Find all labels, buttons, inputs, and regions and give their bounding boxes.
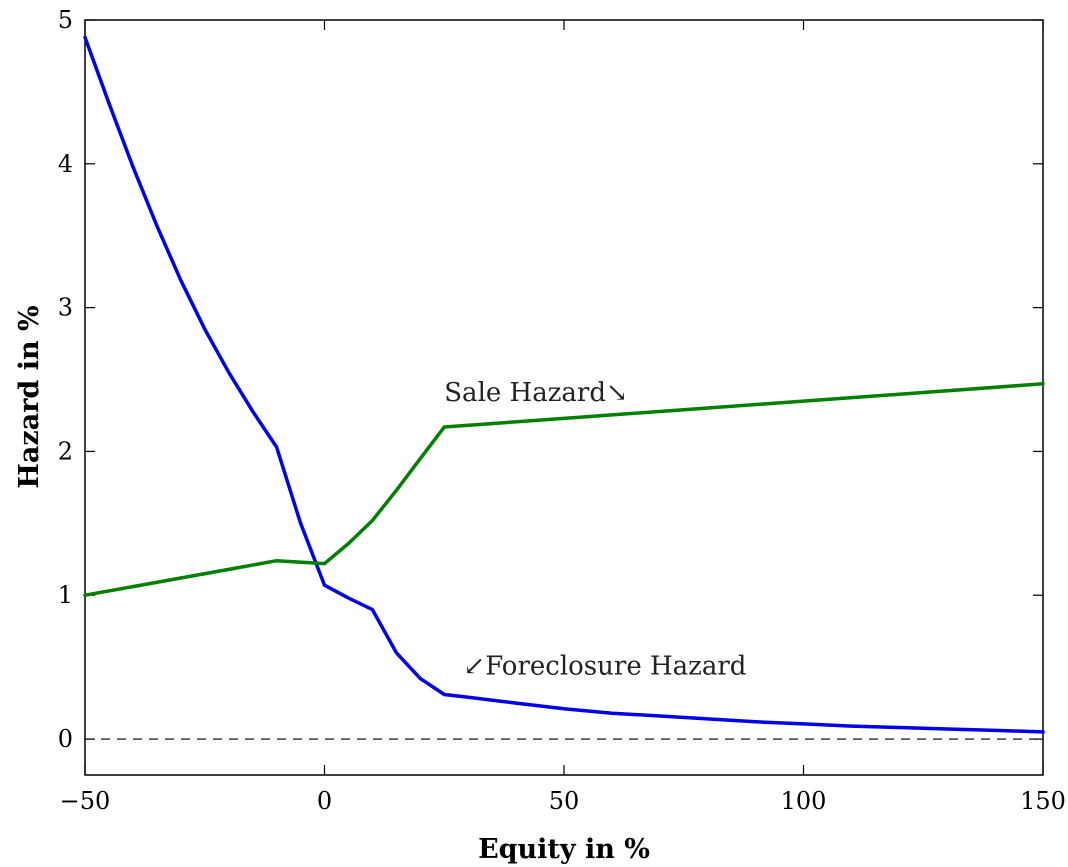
y-tick-label: 5 — [58, 6, 73, 34]
y-tick-label: 2 — [58, 437, 73, 465]
sale-hazard-label: Sale Hazard↘ — [444, 378, 628, 408]
x-tick-label: 150 — [1020, 787, 1066, 815]
x-tick-group: −50 0 50 100 150 — [60, 20, 1066, 815]
y-tick-label: 1 — [58, 581, 73, 609]
y-tick-label: 0 — [58, 725, 73, 753]
x-tick-label: 50 — [549, 787, 580, 815]
x-tick-label: −50 — [60, 787, 111, 815]
annotation-group: Sale Hazard↘ ↙Foreclosure Hazard — [444, 378, 746, 681]
y-tick-label: 4 — [58, 150, 73, 178]
series-group — [83, 35, 1045, 734]
sale-hazard-line — [83, 382, 1045, 597]
foreclosure-hazard-label: ↙Foreclosure Hazard — [463, 651, 746, 681]
y-tick-label: 3 — [58, 294, 73, 322]
foreclosure-hazard-line — [83, 35, 1045, 734]
x-tick-label: 0 — [317, 787, 332, 815]
y-axis-title: Hazard in % — [14, 305, 45, 488]
x-tick-label: 100 — [781, 787, 827, 815]
y-tick-group: 0 1 2 3 4 5 — [58, 6, 1043, 753]
x-axis-title: Equity in % — [478, 834, 650, 865]
